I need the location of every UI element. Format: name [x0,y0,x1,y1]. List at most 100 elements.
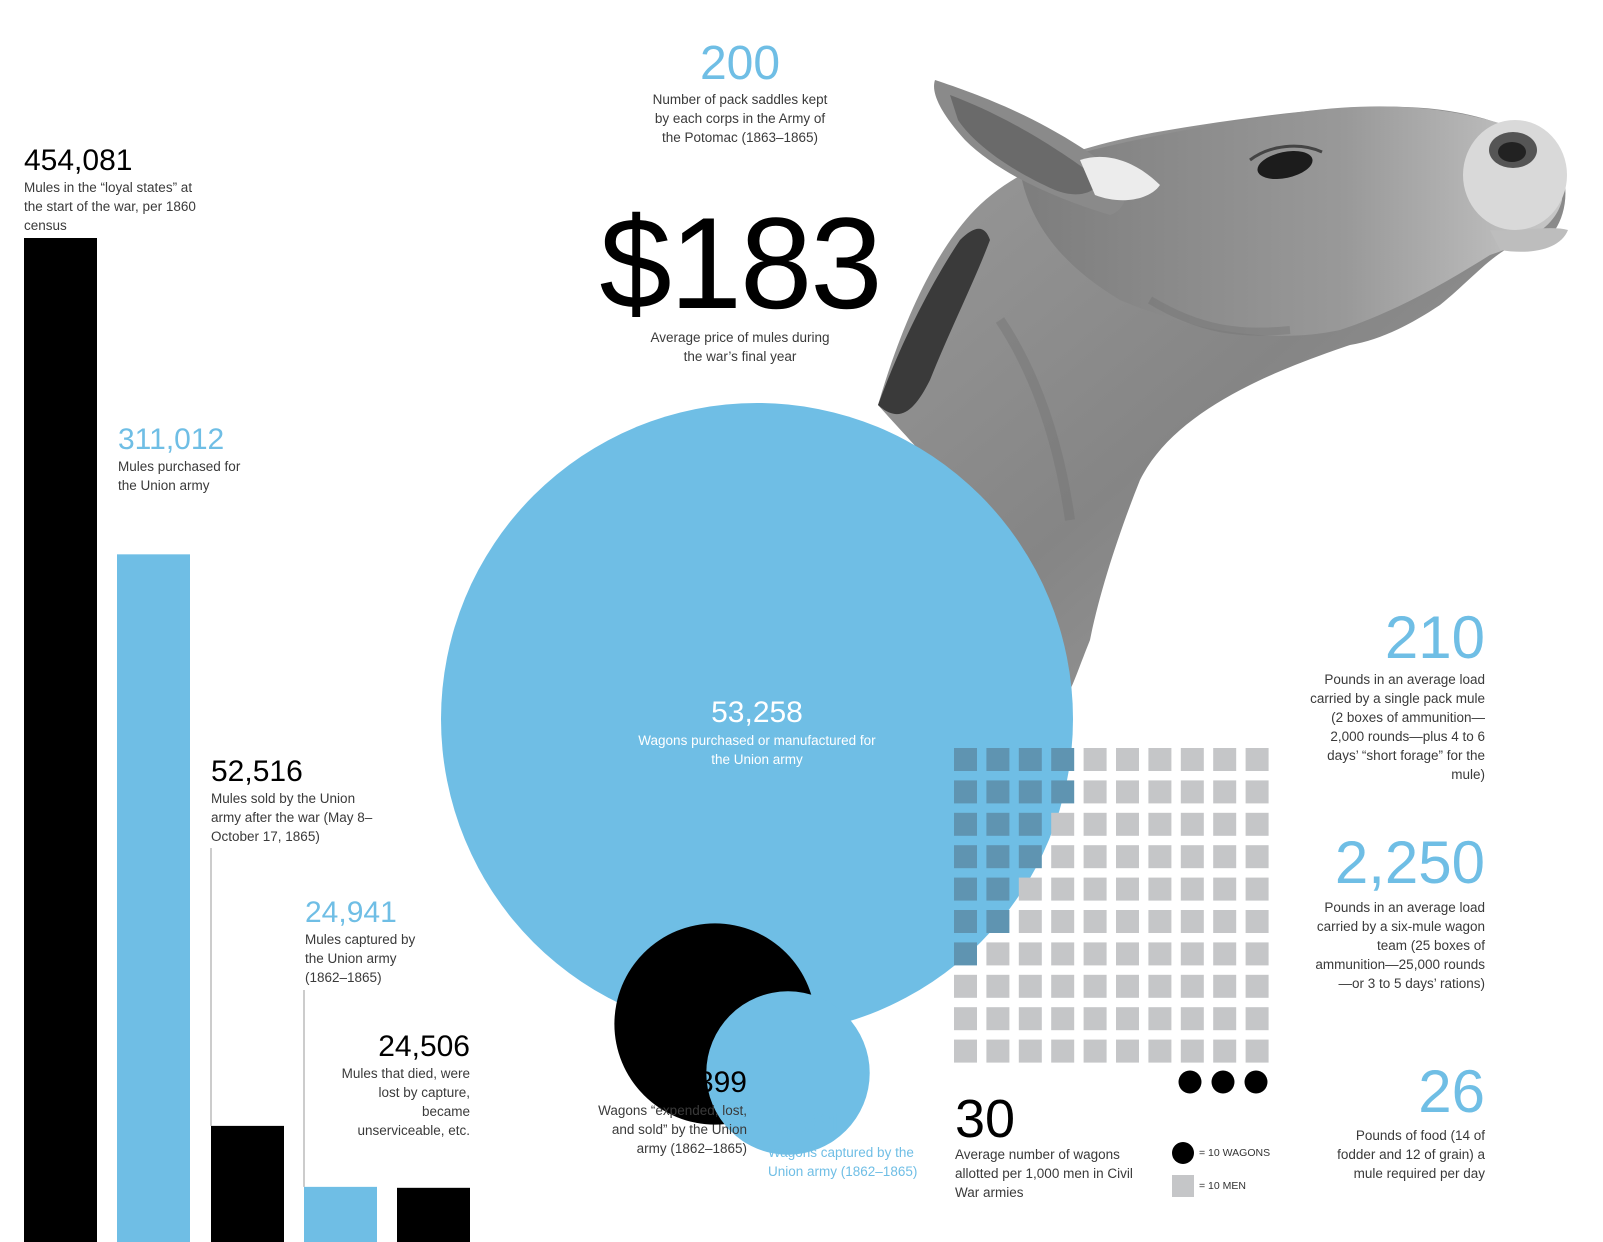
men-square [1180,748,1204,771]
wagons-purchased-value: 53,258 [711,696,803,729]
men-square [1245,748,1269,771]
men-square [954,942,977,966]
wagons-purchased-description: Wagons purchased or manufactured for the… [638,733,876,767]
men-square [986,877,1010,901]
men-square [1180,845,1204,869]
men-square [954,1039,977,1063]
bubble [706,991,870,1155]
price-value: $183 [599,190,882,336]
bar-value-label: 311,012 [118,423,225,456]
men-square [1148,1039,1172,1063]
wagons-lost-description: Wagons “expended, lost, and sold” by the… [598,1103,747,1156]
men-square [1245,942,1269,966]
bar-description: Mules that died, were lost by capture, b… [341,1066,470,1138]
men-square [1051,1039,1075,1063]
men-square [1245,910,1269,933]
men-square [954,1007,977,1031]
food-value: 26 [1418,1058,1485,1125]
men-square [1148,748,1172,771]
wagons-captured-description: Wagons captured by the Union army (1862–… [768,1145,918,1179]
bar [211,1125,284,1242]
men-square [986,974,1010,998]
men-square [1245,1007,1269,1031]
men-square [1083,877,1107,901]
pack-load-value: 210 [1384,604,1485,671]
men-square [1051,910,1075,933]
men-square [1051,974,1075,998]
bar-description: Mules captured by the Union army (1862–1… [305,932,416,985]
men-square [1018,780,1042,804]
men-square [986,748,1010,771]
men-square [1051,1007,1075,1031]
men-square [1051,845,1075,869]
men-square [1116,877,1139,901]
men-square [1018,1039,1042,1063]
men-square [1180,1007,1204,1031]
men-square [986,780,1010,804]
men-square [1051,812,1075,836]
men-square [1148,780,1172,804]
bar [397,1187,470,1242]
men-square [954,812,977,836]
wagon-dot [1178,1070,1202,1094]
wagon-load-value: 2,250 [1334,829,1485,896]
bar-value-label: 24,941 [305,896,397,929]
men-square [1245,845,1269,869]
men-square [1245,780,1269,804]
men-square [986,812,1010,836]
men-square [1051,942,1075,966]
pack-load-description: Pounds in an average load carried by a s… [1310,672,1485,782]
men-square [1245,1039,1269,1063]
bar-description: Mules sold by the Union army after the w… [211,791,373,844]
men-square [1083,812,1107,836]
men-square [1180,1039,1204,1063]
men-square [1083,1039,1107,1063]
men-square [1148,877,1172,901]
men-square [1116,1007,1139,1031]
men-square [1116,812,1139,836]
men-square [1213,910,1237,933]
men-square [1245,974,1269,998]
men-square [1116,974,1139,998]
men-square [986,845,1010,869]
saddles-description: Number of pack saddles kept by each corp… [652,92,828,145]
men-square [986,910,1010,933]
men-square [986,1007,1010,1031]
bar [304,1186,377,1242]
price-description: Average price of mules during the war’s … [650,330,830,364]
men-square [1018,1007,1042,1031]
men-square [1116,910,1139,933]
bar-description: Mules in the “loyal states” at the start… [24,180,196,233]
men-square [1116,780,1139,804]
men-square [1116,845,1139,869]
men-square [1148,974,1172,998]
men-square [1083,942,1107,966]
men-square [1213,748,1237,771]
men-square [1018,974,1042,998]
bar [117,554,190,1242]
men-square [1148,910,1172,933]
men-square [1051,748,1075,771]
men-square [1180,812,1204,836]
men-square [1116,942,1139,966]
men-square [1018,748,1042,771]
men-square [1180,974,1204,998]
men-square [1180,780,1204,804]
men-square [1245,877,1269,901]
wagons-lost-value: 5,399 [671,1066,747,1099]
men-square [954,845,977,869]
wagons-per-men-description: Average number of wagons allotted per 1,… [955,1147,1133,1200]
men-square [1018,942,1042,966]
wagons-per-men-value: 30 [955,1089,1016,1149]
men-square [986,942,1010,966]
men-square [1213,845,1237,869]
men-square [1213,1039,1237,1063]
men-square [1018,812,1042,836]
bar-description: Mules purchased for the Union army [118,459,241,493]
men-square [1083,1007,1107,1031]
men-square [1180,877,1204,901]
men-square [1213,877,1237,901]
wagon-dot [1211,1070,1235,1094]
men-square [1148,942,1172,966]
